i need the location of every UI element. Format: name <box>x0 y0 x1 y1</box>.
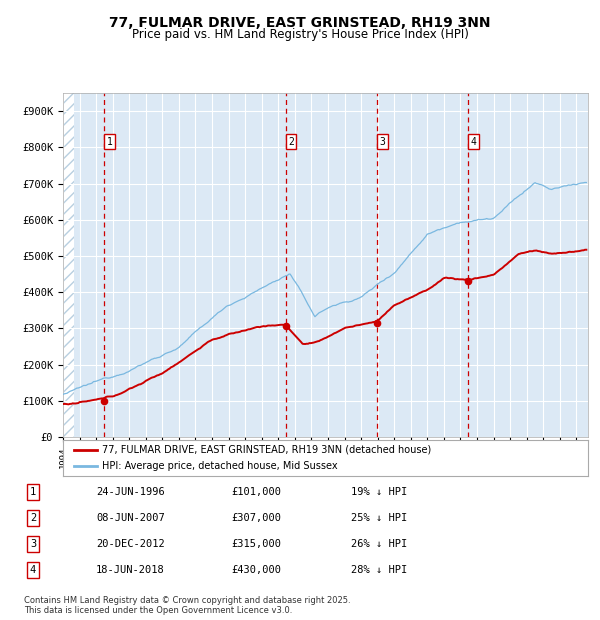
Text: 4: 4 <box>470 137 476 147</box>
Text: 24-JUN-1996: 24-JUN-1996 <box>96 487 165 497</box>
Text: 1: 1 <box>107 137 112 147</box>
Text: 08-JUN-2007: 08-JUN-2007 <box>96 513 165 523</box>
Text: 77, FULMAR DRIVE, EAST GRINSTEAD, RH19 3NN: 77, FULMAR DRIVE, EAST GRINSTEAD, RH19 3… <box>109 16 491 30</box>
Text: 25% ↓ HPI: 25% ↓ HPI <box>351 513 407 523</box>
Text: HPI: Average price, detached house, Mid Sussex: HPI: Average price, detached house, Mid … <box>103 461 338 471</box>
Text: 18-JUN-2018: 18-JUN-2018 <box>96 565 165 575</box>
Text: £315,000: £315,000 <box>231 539 281 549</box>
Text: £430,000: £430,000 <box>231 565 281 575</box>
Text: 28% ↓ HPI: 28% ↓ HPI <box>351 565 407 575</box>
Text: 4: 4 <box>30 565 36 575</box>
Text: 77, FULMAR DRIVE, EAST GRINSTEAD, RH19 3NN (detached house): 77, FULMAR DRIVE, EAST GRINSTEAD, RH19 3… <box>103 445 431 455</box>
Text: 2: 2 <box>288 137 294 147</box>
Text: 19% ↓ HPI: 19% ↓ HPI <box>351 487 407 497</box>
Text: 3: 3 <box>30 539 36 549</box>
Text: £307,000: £307,000 <box>231 513 281 523</box>
Text: 1: 1 <box>30 487 36 497</box>
Text: Price paid vs. HM Land Registry's House Price Index (HPI): Price paid vs. HM Land Registry's House … <box>131 28 469 41</box>
Text: 20-DEC-2012: 20-DEC-2012 <box>96 539 165 549</box>
Text: 26% ↓ HPI: 26% ↓ HPI <box>351 539 407 549</box>
Text: Contains HM Land Registry data © Crown copyright and database right 2025.
This d: Contains HM Land Registry data © Crown c… <box>24 596 350 615</box>
Text: 2: 2 <box>30 513 36 523</box>
Text: 3: 3 <box>380 137 386 147</box>
Text: £101,000: £101,000 <box>231 487 281 497</box>
